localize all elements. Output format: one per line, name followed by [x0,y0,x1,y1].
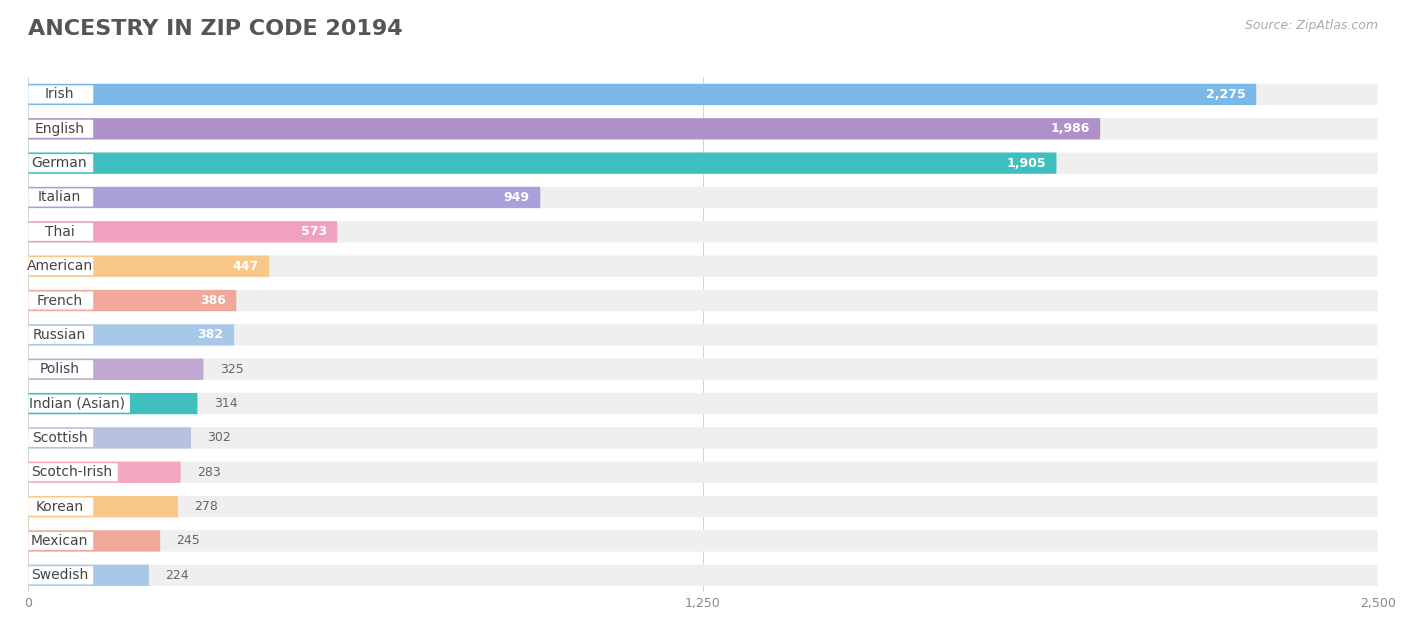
Text: 573: 573 [301,225,326,238]
Text: 302: 302 [207,431,231,444]
FancyBboxPatch shape [28,530,1378,552]
FancyBboxPatch shape [28,290,236,311]
Text: French: French [37,294,83,308]
FancyBboxPatch shape [28,256,270,277]
Text: English: English [35,122,84,136]
FancyBboxPatch shape [28,462,1378,483]
Text: 447: 447 [232,260,259,272]
Text: 224: 224 [166,569,188,582]
FancyBboxPatch shape [28,496,1378,517]
FancyBboxPatch shape [28,84,1378,105]
FancyBboxPatch shape [28,221,337,243]
FancyBboxPatch shape [28,393,1378,414]
FancyBboxPatch shape [28,120,93,138]
FancyBboxPatch shape [28,118,1378,140]
FancyBboxPatch shape [28,324,235,346]
Text: 386: 386 [200,294,226,307]
FancyBboxPatch shape [28,221,1378,243]
FancyBboxPatch shape [28,187,540,208]
Text: Italian: Italian [38,191,82,205]
Text: Scottish: Scottish [32,431,87,445]
Text: 245: 245 [177,535,200,547]
FancyBboxPatch shape [28,256,1378,277]
FancyBboxPatch shape [28,326,93,344]
FancyBboxPatch shape [28,359,1378,380]
FancyBboxPatch shape [28,427,1378,449]
FancyBboxPatch shape [28,462,181,483]
FancyBboxPatch shape [28,153,1056,174]
Text: Scotch-Irish: Scotch-Irish [31,465,111,479]
FancyBboxPatch shape [28,86,93,104]
FancyBboxPatch shape [28,565,149,586]
Text: Swedish: Swedish [31,568,89,582]
Text: Source: ZipAtlas.com: Source: ZipAtlas.com [1244,19,1378,32]
Text: Indian (Asian): Indian (Asian) [30,397,125,411]
Text: ANCESTRY IN ZIP CODE 20194: ANCESTRY IN ZIP CODE 20194 [28,19,402,39]
Text: 283: 283 [197,466,221,478]
FancyBboxPatch shape [28,189,93,207]
FancyBboxPatch shape [28,292,93,310]
Text: Russian: Russian [32,328,86,342]
Text: 2,275: 2,275 [1206,88,1246,101]
FancyBboxPatch shape [28,154,93,172]
Text: Thai: Thai [45,225,75,239]
FancyBboxPatch shape [28,118,1101,140]
Text: 314: 314 [214,397,238,410]
FancyBboxPatch shape [28,290,1378,311]
FancyBboxPatch shape [28,498,93,516]
FancyBboxPatch shape [28,393,197,414]
Text: 382: 382 [198,328,224,341]
Text: Mexican: Mexican [31,534,89,548]
Text: Irish: Irish [45,88,75,102]
FancyBboxPatch shape [28,463,118,481]
FancyBboxPatch shape [28,395,129,413]
Text: 1,986: 1,986 [1050,122,1090,135]
Text: German: German [32,156,87,170]
FancyBboxPatch shape [28,324,1378,346]
Text: American: American [27,259,93,273]
Text: Polish: Polish [39,362,80,376]
Text: 1,905: 1,905 [1007,156,1046,169]
FancyBboxPatch shape [28,223,93,241]
FancyBboxPatch shape [28,153,1378,174]
FancyBboxPatch shape [28,429,93,447]
FancyBboxPatch shape [28,427,191,449]
FancyBboxPatch shape [28,566,93,584]
FancyBboxPatch shape [28,565,1378,586]
FancyBboxPatch shape [28,360,93,378]
FancyBboxPatch shape [28,532,93,550]
FancyBboxPatch shape [28,530,160,552]
Text: 949: 949 [503,191,530,204]
FancyBboxPatch shape [28,496,179,517]
Text: 325: 325 [219,363,243,375]
FancyBboxPatch shape [28,187,1378,208]
Text: 278: 278 [194,500,218,513]
Text: Korean: Korean [35,500,83,514]
FancyBboxPatch shape [28,359,204,380]
FancyBboxPatch shape [28,257,93,275]
FancyBboxPatch shape [28,84,1256,105]
